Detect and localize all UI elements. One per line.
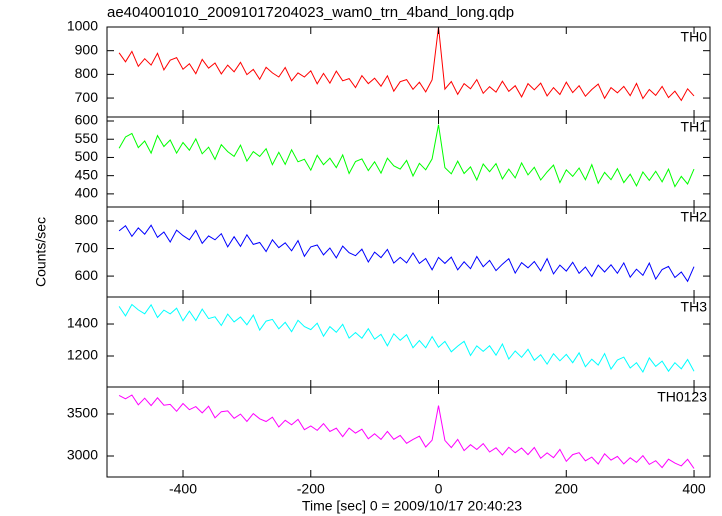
series-label: TH2 bbox=[681, 209, 708, 225]
series-line bbox=[118, 27, 695, 102]
y-tick-label: 500 bbox=[75, 148, 99, 164]
series-line bbox=[118, 124, 695, 188]
series-label: TH1 bbox=[681, 119, 708, 135]
y-tick-label: 600 bbox=[75, 112, 99, 128]
x-axis-label: Time [sec] 0 = 2009/10/17 20:40:23 bbox=[302, 498, 522, 514]
y-tick-label: 600 bbox=[75, 267, 99, 283]
y-tick-label: 450 bbox=[75, 166, 99, 182]
y-tick-label: 400 bbox=[75, 185, 99, 201]
y-tick-label: 1200 bbox=[67, 347, 98, 363]
panel-frame bbox=[106, 26, 711, 118]
x-tick-label: 400 bbox=[682, 481, 706, 497]
y-tick-label: 1000 bbox=[67, 18, 98, 34]
panel-frame bbox=[106, 296, 711, 388]
y-tick-label: 700 bbox=[75, 89, 99, 105]
series-label: TH3 bbox=[681, 299, 708, 315]
x-tick-label: -200 bbox=[297, 481, 325, 497]
panel-frame bbox=[106, 206, 711, 298]
y-tick-label: 900 bbox=[75, 41, 99, 57]
y-tick-label: 1400 bbox=[67, 315, 98, 331]
y-tick-label: 3000 bbox=[67, 447, 98, 463]
y-tick-label: 700 bbox=[75, 239, 99, 255]
y-axis-label: Counts/sec bbox=[33, 217, 49, 287]
series-line bbox=[118, 303, 695, 374]
series-line bbox=[118, 224, 695, 283]
panel-frame bbox=[106, 386, 711, 478]
y-tick-label: 550 bbox=[75, 130, 99, 146]
panel-frame bbox=[106, 116, 711, 208]
series-label: TH0 bbox=[681, 29, 708, 45]
x-tick-label: 200 bbox=[555, 481, 579, 497]
series-label: TH0123 bbox=[657, 389, 707, 405]
y-tick-label: 3500 bbox=[67, 405, 98, 421]
y-tick-label: 800 bbox=[75, 65, 99, 81]
x-tick-label: 0 bbox=[435, 481, 443, 497]
x-tick-label: -400 bbox=[169, 481, 197, 497]
series-line bbox=[118, 394, 695, 469]
chart-title: ae404001010_20091017204023_wam0_trn_4ban… bbox=[107, 4, 514, 21]
y-tick-label: 800 bbox=[75, 212, 99, 228]
